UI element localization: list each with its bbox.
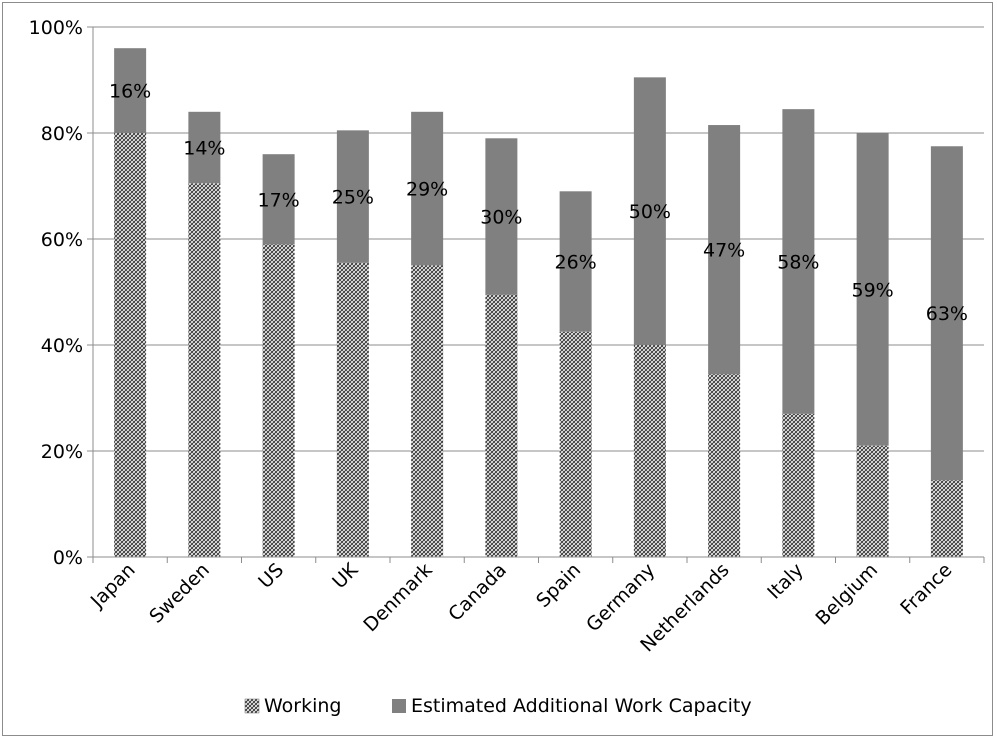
bar-working-belgium [856,445,889,557]
category-label-us: US [254,559,288,593]
data-label-italy: 58% [777,252,819,274]
legend-label-working: Working [264,695,342,717]
gridlines [93,26,984,452]
data-label-sweden: 14% [183,138,225,160]
bar-additional-uk [336,130,369,263]
data-label-belgium: 59% [852,279,894,301]
bar-additional-spain [559,191,592,332]
category-label-spain: Spain [532,559,585,612]
category-label-japan: Japan [86,559,140,613]
data-label-canada: 30% [480,206,522,228]
bar-additional-belgium [856,133,889,446]
y-tick-label: 20% [41,441,83,463]
data-label-us: 17% [258,189,300,211]
category-label-italy: Italy [763,559,808,604]
y-tick-label: 0% [53,547,83,569]
data-label-spain: 26% [555,252,597,274]
bar-working-canada [485,294,518,557]
bar-working-sweden [188,183,221,557]
bar-working-us [262,244,295,558]
y-tick-label: 40% [41,335,83,357]
category-label-germany: Germany [582,559,659,636]
data-label-netherlands: 47% [703,240,745,262]
bar-additional-sweden [188,111,221,184]
data-label-uk: 25% [332,187,374,209]
data-labels: 16% 14% 17% 25% 29% 30% 26% 50% 47% 58% 59% 63% [109,81,968,326]
legend-swatch-additional [392,699,406,713]
data-label-japan: 16% [109,81,151,103]
bar-additional-netherlands [708,125,741,375]
category-label-canada: Canada [444,559,511,626]
bar-additional-denmark [411,111,444,266]
bar-working-uk [336,262,369,557]
y-axis: 0% 20% 40% 60% 80% 100% [29,17,94,569]
y-tick-label: 60% [41,229,83,251]
bar-additional-germany [633,77,666,345]
bar-working-japan [114,133,147,557]
category-label-denmark: Denmark [359,559,436,636]
category-label-france: France [896,559,956,619]
category-label-sweden: Sweden [145,559,214,628]
category-label-belgium: Belgium [812,559,883,630]
legend-swatch-working [244,698,260,714]
legend-label-additional: Estimated Additional Work Capacity [411,695,752,717]
bar-working-italy [782,413,815,557]
bars [114,48,963,558]
bar-working-denmark [411,265,444,557]
bar-additional-us [262,154,295,245]
y-tick-label: 100% [29,17,83,39]
data-label-germany: 50% [629,201,671,223]
bar-working-spain [559,331,592,557]
bar-working-netherlands [708,374,741,557]
bar-additional-japan [114,48,147,134]
legend: Working Estimated Additional Work Capacit… [244,695,752,717]
category-label-uk: UK [328,559,363,594]
bar-working-france [930,480,963,557]
bar-additional-canada [485,138,518,295]
bar-working-germany [633,345,666,557]
y-tick-label: 80% [41,123,83,145]
bar-additional-italy [782,109,815,414]
data-label-denmark: 29% [406,179,448,201]
bar-additional-france [930,146,963,481]
data-label-france: 63% [926,303,968,325]
